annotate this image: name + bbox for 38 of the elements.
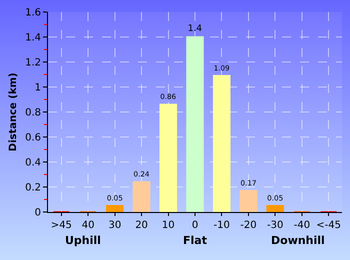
data-label: 1.09 bbox=[214, 63, 230, 72]
text: Flat bbox=[183, 234, 207, 247]
data-label: 0.86 bbox=[160, 92, 177, 102]
x-tick-label: -10 bbox=[214, 220, 230, 231]
y-tick-label: 1 bbox=[34, 82, 41, 94]
text: Uphill bbox=[65, 234, 101, 247]
bar bbox=[160, 104, 178, 212]
y-tick-label: 0 bbox=[34, 208, 41, 218]
y-tick-label: 0.8 bbox=[25, 108, 41, 118]
bar bbox=[240, 190, 258, 212]
y-tick-label: 1.6 bbox=[25, 8, 41, 18]
bar bbox=[212, 75, 230, 212]
data-label: 0.05 bbox=[267, 193, 284, 202]
y-tick-label: 0.4 bbox=[25, 158, 41, 168]
x-tick-label: -30 bbox=[267, 220, 284, 231]
x-tick-label: >45 bbox=[50, 220, 72, 231]
text: Downhill bbox=[271, 234, 325, 247]
bar bbox=[266, 205, 284, 212]
y-tick-label: 0.6 bbox=[25, 132, 41, 144]
x-tick-label: 30 bbox=[108, 220, 122, 231]
y-tick-label: 1.2 bbox=[25, 58, 41, 68]
x-tick-label: -20 bbox=[240, 220, 257, 231]
y-axis-title: Distance (km) bbox=[8, 72, 20, 152]
x-tick-label: 20 bbox=[135, 220, 148, 231]
x-tick-label: 40 bbox=[82, 220, 94, 231]
data-label: 0.24 bbox=[134, 170, 150, 179]
data-label: 0.17 bbox=[240, 178, 256, 188]
bar bbox=[186, 36, 204, 212]
bar bbox=[106, 205, 124, 212]
data-label: 0.05 bbox=[106, 193, 123, 202]
x-tick-label: <-45 bbox=[316, 220, 341, 231]
y-tick-label: 1.4 bbox=[25, 32, 41, 44]
x-tick-label: 10 bbox=[162, 220, 175, 231]
x-tick-label: 0 bbox=[192, 220, 198, 231]
x-tick-label: -40 bbox=[294, 220, 310, 231]
y-tick-label: 0.2 bbox=[25, 182, 41, 194]
bar bbox=[132, 181, 150, 212]
data-label: 1.4 bbox=[188, 24, 202, 34]
